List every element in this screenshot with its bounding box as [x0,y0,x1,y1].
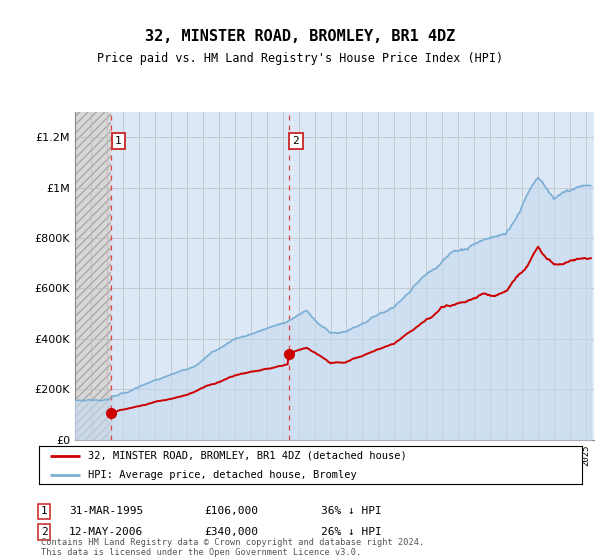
Text: HPI: Average price, detached house, Bromley: HPI: Average price, detached house, Brom… [88,470,356,480]
Text: 31-MAR-1995: 31-MAR-1995 [69,506,143,516]
Text: £340,000: £340,000 [204,527,258,537]
Text: 26% ↓ HPI: 26% ↓ HPI [321,527,382,537]
Text: 2: 2 [293,136,299,146]
Bar [75,112,111,440]
Text: Price paid vs. HM Land Registry's House Price Index (HPI): Price paid vs. HM Land Registry's House … [97,52,503,66]
Text: 2: 2 [41,527,47,537]
Text: 32, MINSTER ROAD, BROMLEY, BR1 4DZ (detached house): 32, MINSTER ROAD, BROMLEY, BR1 4DZ (deta… [88,451,407,461]
Text: 12-MAY-2006: 12-MAY-2006 [69,527,143,537]
Text: 1: 1 [115,136,122,146]
Text: 32, MINSTER ROAD, BROMLEY, BR1 4DZ: 32, MINSTER ROAD, BROMLEY, BR1 4DZ [145,29,455,44]
Text: £106,000: £106,000 [204,506,258,516]
Text: 36% ↓ HPI: 36% ↓ HPI [321,506,382,516]
Text: Contains HM Land Registry data © Crown copyright and database right 2024.
This d: Contains HM Land Registry data © Crown c… [41,538,424,557]
Text: 1: 1 [41,506,47,516]
